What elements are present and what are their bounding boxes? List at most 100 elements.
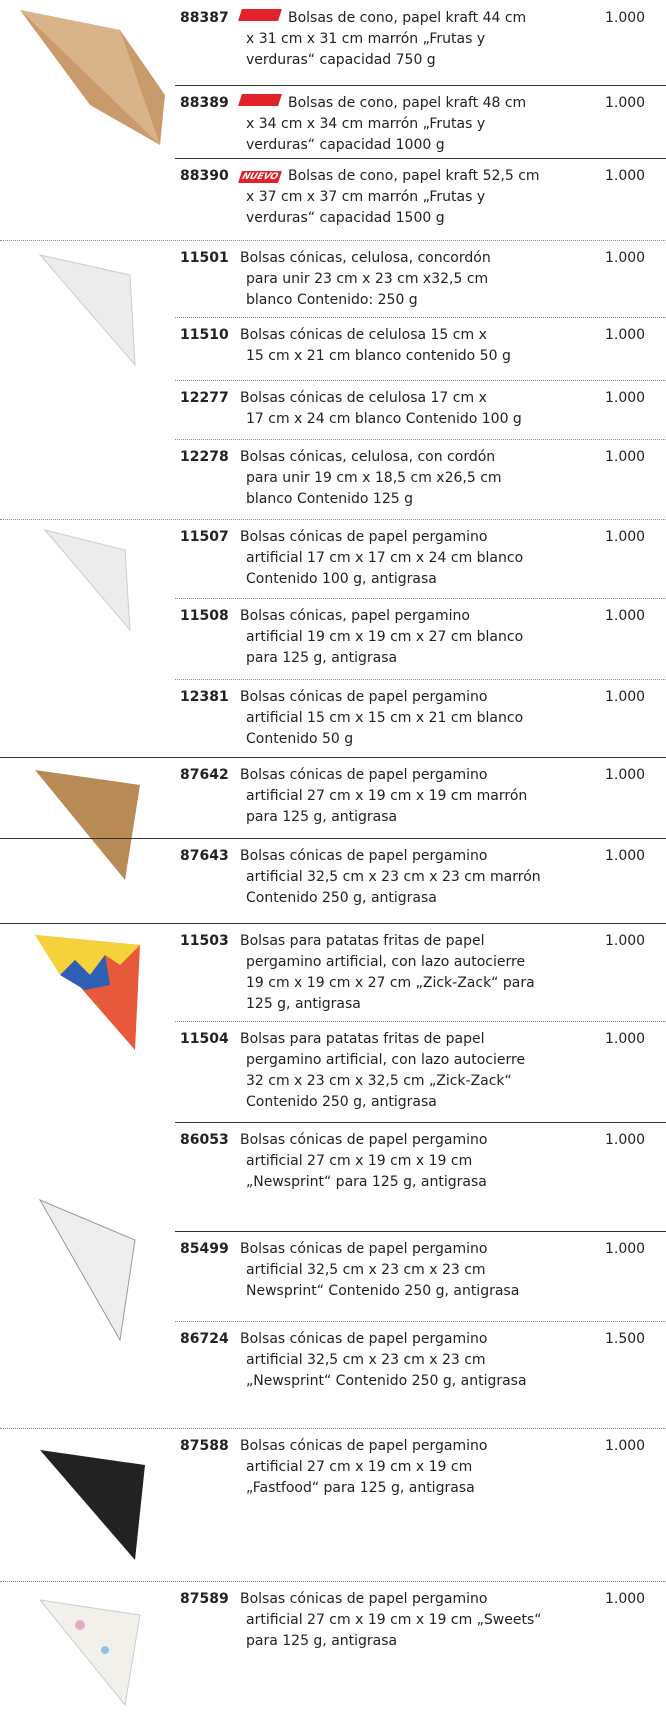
product-row: 88390 NUEVO Bolsas de cono, papel kraft 52… [0,158,666,240]
quantity: 1.000 [605,528,646,545]
separator [0,240,666,242]
description-line: para unir 19 cm x 18,5 cm x26,5 cm [240,468,570,489]
product-description: Bolsas de cono, papel kraft 48 cm x 34 cm… [238,93,570,156]
description-line: „Fastfood“ para 125 g, antigrasa [240,1478,570,1499]
quantity: 1.500 [605,1330,646,1347]
product-code: 86053 [180,1132,229,1149]
quantity: 1.000 [605,250,646,267]
description-line: 125 g, antigrasa [240,994,570,1015]
description-line: „Newsprint“ Contenido 250 g, antigrasa [240,1371,570,1392]
quantity: 1.000 [605,1241,646,1258]
description-line: Contenido 100 g, antigrasa [240,569,570,590]
quantity: 1.000 [605,95,646,112]
line-text: Bolsas cónicas de papel pergamino [240,689,488,706]
quantity: 1.000 [605,1132,646,1149]
description-line: artificial 27 cm x 19 cm x 19 cm „Sweets… [240,1610,570,1631]
product-row: 88389 Bolsas de cono, papel kraft 48 cm x … [0,85,666,158]
line-text: Bolsas cónicas de papel pergamino [240,1437,488,1454]
description-line: Bolsas cónicas de papel pergamino [240,1589,570,1610]
product-description: Bolsas cónicas, celulosa, concordón para … [240,248,570,311]
description-line: verduras“ capacidad 1500 g [240,208,570,229]
line-text: Bolsas cónicas de papel pergamino [240,528,488,545]
product-description: Bolsas cónicas de celulosa 15 cm x 15 cm … [240,325,570,367]
sweets-dot [75,1620,85,1630]
line-text: artificial 32,5 cm x 23 cm x 23 cm [246,1351,486,1368]
quantity: 1.000 [605,766,646,783]
separator [175,1231,666,1233]
product-row: 12277 Bolsas cónicas de celulosa 17 cm x 1… [0,380,666,439]
quantity: 1.000 [605,1437,646,1454]
product-code: 11510 [180,326,229,343]
description-line: artificial 32,5 cm x 23 cm x 23 cm [240,1350,570,1371]
product-description: Bolsas cónicas, celulosa, con cordón para… [240,447,570,510]
description-line: para 125 g, antigrasa [240,648,570,669]
quantity: 1.000 [605,1590,646,1607]
description-line: artificial 32,5 cm x 23 cm x 23 cm marró… [240,867,570,888]
product-code: 86724 [180,1330,229,1347]
product-row: 12278 Bolsas cónicas, celulosa, con cordó… [0,439,666,519]
product-row: 11510 Bolsas cónicas de celulosa 15 cm x 1… [0,317,666,380]
line-text: artificial 32,5 cm x 23 cm x 23 cm marró… [246,869,541,886]
line-text: Bolsas de cono, papel kraft 52,5 cm [288,168,540,185]
product-description: Bolsas cónicas de papel pergamino artific… [240,1130,570,1193]
separator [0,756,666,758]
line-text: Bolsas cónicas de papel pergamino [240,1241,488,1258]
line-text: para unir 23 cm x 23 cm x32,5 cm [246,271,489,288]
separator [175,438,666,440]
description-line: 32 cm x 23 cm x 32,5 cm „Zick-Zack“ [240,1071,570,1092]
line-text: artificial 27 cm x 19 cm x 19 cm marrón [246,787,528,804]
quantity: 1.000 [605,326,646,343]
quantity: 1.000 [605,608,646,625]
description-line: verduras“ capacidad 750 g [240,50,570,71]
line-text: Bolsas de cono, papel kraft 44 cm [288,10,527,26]
description-line: blanco Contenido: 250 g [240,290,570,311]
description-line: para 125 g, antigrasa [240,1631,570,1652]
description-line: Contenido 50 g [240,729,570,750]
separator [0,922,666,924]
product-description: Bolsas para patatas fritas de papel perga… [240,1029,570,1113]
product-row: 87642 Bolsas cónicas de papel pergamino ar… [0,757,666,839]
line-text: x 34 cm x 34 cm marrón „Frutas y [246,116,486,133]
line-text: Bolsas cónicas de papel pergamino [240,766,488,783]
line-text: artificial 32,5 cm x 23 cm x 23 cm [246,1262,486,1279]
description-line: x 37 cm x 37 cm marrón „Frutas y [240,187,570,208]
white-cone [43,529,131,632]
description-line: Bolsas para patatas fritas de papel [240,931,570,952]
line-text: Bolsas para patatas fritas de papel [240,932,485,949]
description-line: para unir 23 cm x 23 cm x32,5 cm [240,269,570,290]
product-description: NUEVO Bolsas de cono, papel kraft 52,5 cm… [238,166,570,229]
description-line: artificial 19 cm x 19 cm x 27 cm blanco [240,627,570,648]
product-code: 87643 [180,848,229,865]
line-text: Bolsas cónicas, papel pergamino [240,608,470,625]
description-line: Bolsas cónicas de papel pergamino [240,1239,570,1260]
line-text: artificial 19 cm x 19 cm x 27 cm blanco [246,629,524,646]
description-line: Bolsas cónicas, celulosa, con cordón [240,447,570,468]
line-text: artificial 15 cm x 15 cm x 21 cm blanco [246,710,524,727]
product-code: 88387 [180,10,229,26]
description-line: pergamino artificial, con lazo autocierr… [240,952,570,973]
product-description: Bolsas cónicas de celulosa 17 cm x 17 cm … [240,388,570,430]
line-text: Bolsas cónicas de papel pergamino [240,1132,488,1149]
separator [175,1020,666,1022]
line-text: Contenido 250 g, antigrasa [246,1093,437,1110]
description-line: artificial 27 cm x 19 cm x 19 cm marrón [240,786,570,807]
description-line: Bolsas de cono, papel kraft 48 cm [238,93,570,114]
quantity: 1.000 [605,932,646,949]
separator [0,518,666,520]
separator [175,679,666,681]
product-row: 86053 Bolsas cónicas de papel pergamino ar… [0,1122,666,1231]
product-description: Bolsas cónicas, papel pergamino artificia… [240,606,570,669]
product-description: Bolsas cónicas de papel pergamino artific… [240,527,570,590]
line-text: verduras“ capacidad 1000 g [246,137,445,154]
product-description: Bolsas para patatas fritas de papel perga… [240,931,570,1015]
line-text: artificial 27 cm x 19 cm x 19 cm [246,1153,473,1170]
product-row: 12381 Bolsas cónicas de papel pergamino ar… [0,679,666,757]
product-code: 85499 [180,1241,229,1258]
description-line: Bolsas cónicas, celulosa, concordón [240,248,570,269]
description-line: Bolsas cónicas de papel pergamino [240,846,570,867]
product-row: 87588 Bolsas cónicas de papel pergamino ar… [0,1428,666,1581]
product-row: 11507 Bolsas cónicas de papel pergamino ar… [0,519,666,599]
description-line: para 125 g, antigrasa [240,807,570,828]
separator [175,1122,666,1124]
